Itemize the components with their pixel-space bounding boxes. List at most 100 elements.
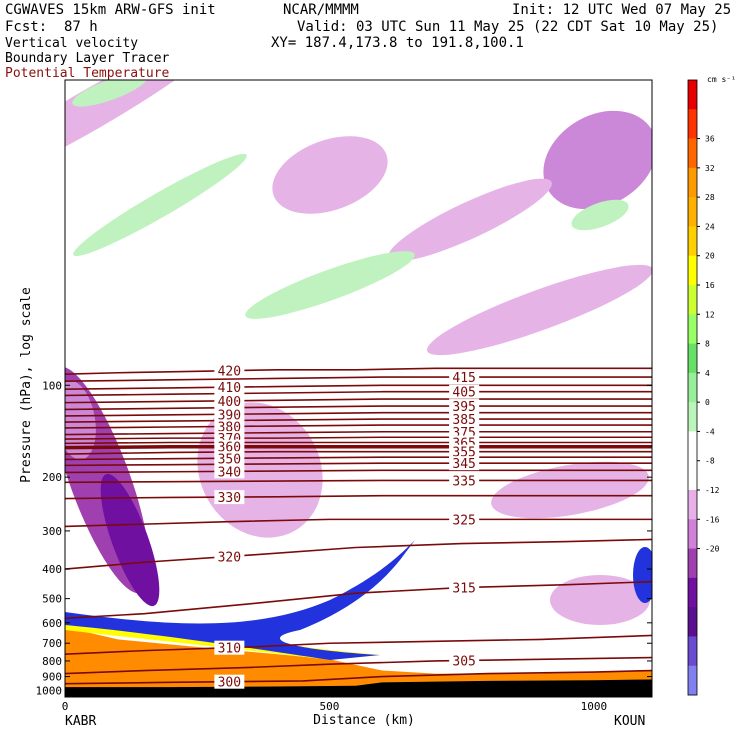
colorbar-label: -16 [705, 515, 720, 524]
x-axis-label: Distance (km) [313, 713, 415, 728]
x-tick-label-1000: 1000 [581, 700, 608, 713]
xsec-endpoints: XY= 187.4,173.8 to 191.8,100.1 [271, 35, 524, 51]
colorbar-swatch [688, 490, 697, 520]
theta-label-bg [449, 512, 480, 527]
theta-contour-380 [65, 424, 652, 429]
theta-contour-390 [65, 411, 652, 417]
colorbar-swatch [688, 460, 697, 491]
y-tick-label-100: 100 [42, 379, 62, 392]
theta-label-bg [449, 473, 480, 488]
theta-label-405: 405 [452, 386, 475, 401]
colorbar-swatch [688, 665, 697, 696]
y-tick-label-700: 700 [42, 637, 62, 650]
theta-label-420: 420 [218, 365, 241, 380]
theta-contour-355 [65, 450, 652, 455]
theta-contour-415 [65, 376, 652, 383]
theta-label-bg [214, 380, 245, 395]
colorbar-swatch [688, 431, 697, 462]
theta-label-bg [449, 580, 480, 595]
theta-contour-305 [65, 656, 652, 675]
theta-label-bg [214, 674, 245, 689]
y-tick-label-300: 300 [42, 525, 62, 538]
y-tick-label-200: 200 [42, 471, 62, 484]
colorbar-swatch [688, 607, 697, 637]
theta-contour-370 [65, 436, 652, 440]
y-axis-label: Pressure (hPa), log scale [19, 287, 34, 483]
colorbar-swatch [688, 519, 697, 549]
colorbar-label: 32 [705, 164, 715, 173]
vertical-velocity-region [388, 178, 552, 262]
theta-label-bg [214, 407, 245, 422]
theta-label-bg [449, 456, 480, 471]
theta-label-325: 325 [452, 513, 475, 528]
theta-label-415: 415 [452, 371, 475, 386]
vertical-velocity-region [65, 80, 229, 192]
theta-label-320: 320 [218, 550, 241, 565]
vertical-velocity-region [543, 110, 652, 210]
theta-label-bg [214, 549, 245, 564]
theta-contour-395 [65, 405, 652, 411]
theta-label-bg [214, 363, 245, 378]
boundary-layer-tracer [65, 627, 652, 697]
theta-label-385: 385 [452, 413, 475, 428]
theta-label-bg [449, 653, 480, 668]
colorbar-label: 8 [705, 340, 710, 349]
vertical-velocity-region [72, 80, 148, 107]
colorbar-swatch [688, 548, 697, 579]
colorbar-swatch [688, 197, 697, 227]
colorbar-label: 20 [705, 252, 715, 261]
colorbar-swatch [688, 167, 697, 198]
theta-label-395: 395 [452, 400, 475, 415]
vertical-velocity-region [571, 199, 629, 231]
colorbar-swatch [688, 636, 697, 667]
theta-contour-400 [65, 398, 652, 404]
org-label: NCAR/MMMM [283, 2, 359, 18]
vertical-velocity-region [272, 136, 388, 214]
theta-contour-320 [65, 538, 652, 570]
colorbar-swatch [688, 577, 697, 608]
x-tick-label-500: 500 [319, 700, 339, 713]
colorbar-swatch [688, 285, 697, 315]
y-tick-label-1000: 1000 [36, 685, 63, 698]
theta-label-bg [449, 444, 480, 459]
theta-contour-335 [65, 479, 652, 484]
forecast-hour: Fcst: 87 h [5, 19, 98, 35]
vertical-velocity-region [427, 264, 652, 356]
y-tick-label-500: 500 [42, 593, 62, 606]
theta-label-bg [449, 424, 480, 439]
colorbar-label: 28 [705, 193, 715, 202]
colorbar-units: cm s⁻¹ [707, 75, 736, 84]
theta-contour-410 [65, 384, 652, 390]
colorbar-label: 16 [705, 281, 715, 290]
tracer-plume [65, 540, 415, 660]
field-vertical-velocity: Vertical velocity [5, 36, 139, 51]
theta-label-bg [214, 439, 245, 454]
colorbar-swatch [688, 226, 697, 257]
theta-label-bg [449, 370, 480, 385]
model-title: CGWAVES 15km ARW-GFS init [5, 2, 216, 18]
theta-contour-350 [65, 456, 652, 461]
theta-label-350: 350 [218, 452, 241, 467]
theta-label-400: 400 [218, 395, 241, 410]
theta-label-335: 335 [452, 474, 475, 489]
valid-time: Valid: 03 UTC Sun 11 May 25 (22 CDT Sat … [297, 19, 719, 35]
theta-label-330: 330 [218, 491, 241, 506]
theta-contour-375 [65, 430, 652, 436]
theta-contour-365 [65, 441, 652, 445]
theta-contour-325 [65, 518, 652, 528]
theta-label-bg [214, 464, 245, 479]
theta-label-315: 315 [452, 582, 475, 597]
theta-contour-385 [65, 418, 652, 423]
colorbar-label: -8 [705, 457, 715, 466]
colorbar-swatch [688, 314, 697, 344]
colorbar-label: -20 [705, 545, 720, 554]
theta-contour-420 [65, 367, 652, 376]
theta-label-305: 305 [452, 654, 475, 669]
theta-label-310: 310 [218, 642, 241, 657]
colorbar-label: 12 [705, 310, 715, 319]
y-tick-label-600: 600 [42, 617, 62, 630]
colorbar-label: -12 [705, 486, 720, 495]
theta-contour-330 [65, 494, 652, 500]
theta-label-bg [449, 384, 480, 399]
